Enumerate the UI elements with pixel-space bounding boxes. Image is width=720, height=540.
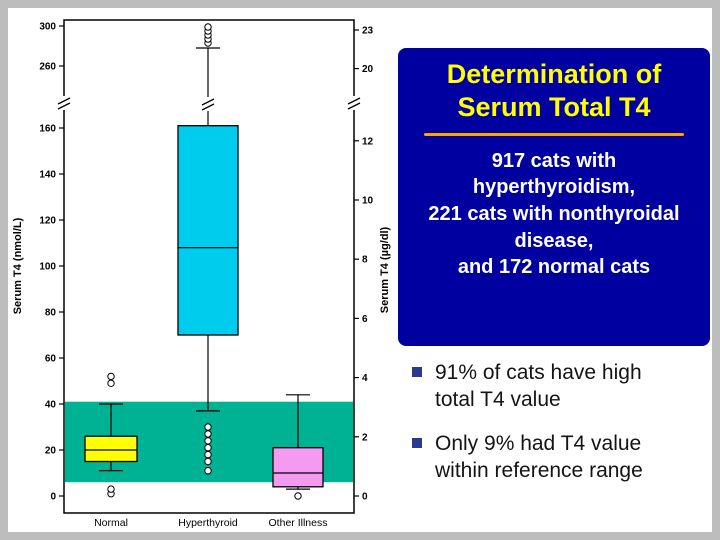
bullet-item: 91% of cats have high total T4 value [412, 360, 714, 414]
y-left-tick-label: 300 [39, 22, 56, 33]
y-left-tick-label: 80 [45, 308, 57, 319]
y-left-tick-label: 100 [39, 262, 56, 273]
info-panel: Determination of Serum Total T4 917 cats… [398, 48, 710, 346]
y-left-tick-label: 0 [50, 492, 56, 503]
x-category-label: Other Illness [269, 517, 328, 529]
outlier-point [204, 23, 212, 31]
y-right-tick-label: 12 [362, 136, 374, 147]
y-right-tick-label: 2 [362, 432, 368, 443]
bullet-text: Only 9% had T4 value within reference ra… [435, 431, 643, 482]
outlier-point [204, 430, 212, 438]
slide: 0 20 40 60 80 100 120 140 160 260 300 0 2 4 6 8 10 12 20 23… [8, 8, 712, 532]
outlier-point [107, 379, 115, 387]
outlier-point [204, 437, 212, 445]
x-category-label: Hyperthyroid [178, 517, 238, 529]
outlier-point [204, 450, 212, 459]
y-left-tick-label: 140 [39, 170, 56, 181]
bullet-list: 91% of cats have high total T4 value Onl… [412, 360, 714, 502]
y-left-tick-label: 160 [39, 124, 56, 135]
y-left-tick-label: 20 [45, 446, 57, 457]
boxplot-box-normal [84, 372, 138, 498]
y-left-tick-label: 120 [39, 216, 56, 227]
bullet-text: 91% of cats have high total T4 value [435, 361, 642, 411]
boxplot-box-other-illness [272, 394, 324, 500]
boxplot-chart: 0 20 40 60 80 100 120 140 160 260 300 0 2 4 6 8 10 12 20 23… [8, 8, 400, 532]
bullet-square-icon [412, 367, 422, 377]
panel-title: Determination of Serum Total T4 [446, 59, 662, 122]
bullet-item: Only 9% had T4 value within reference ra… [412, 431, 714, 485]
y-axis-right-title: Serum T4 (µg/dl) [379, 226, 391, 313]
panel-body: 917 cats with hyperthyroidism, 221 cats … [428, 149, 680, 279]
y-axis-left-title: Serum T4 (nmol/L) [12, 217, 24, 314]
outlier-point [204, 457, 212, 466]
outlier-point [294, 492, 302, 500]
y-right-tick-label: 0 [362, 492, 368, 503]
bullet-square-icon [412, 437, 422, 448]
y-right-tick-label: 8 [362, 255, 368, 266]
panel-rule-divider [423, 132, 685, 136]
y-right-tick-label: 6 [362, 314, 368, 325]
y-right-tick-label: 10 [362, 195, 374, 206]
outlier-point [204, 444, 212, 452]
y-right-tick-label: 4 [362, 373, 368, 384]
outlier-point [107, 372, 115, 381]
y-left-tick-label: 60 [45, 354, 57, 365]
boxplot-svg: 0 20 40 60 80 100 120 140 160 260 300 0 2 4 6 8 10 12 20 23… [12, 19, 391, 529]
y-left-tick-label: 40 [45, 400, 57, 411]
boxplot-box-hyperthyroid [177, 23, 239, 475]
y-right-tick-label: 23 [362, 25, 374, 36]
outlier-point [204, 467, 212, 475]
outlier-point [204, 423, 212, 431]
outlier-point [107, 485, 115, 493]
x-category-label: Normal [94, 517, 128, 529]
y-left-tick-label: 260 [39, 62, 56, 73]
y-right-tick-label: 20 [362, 64, 374, 75]
